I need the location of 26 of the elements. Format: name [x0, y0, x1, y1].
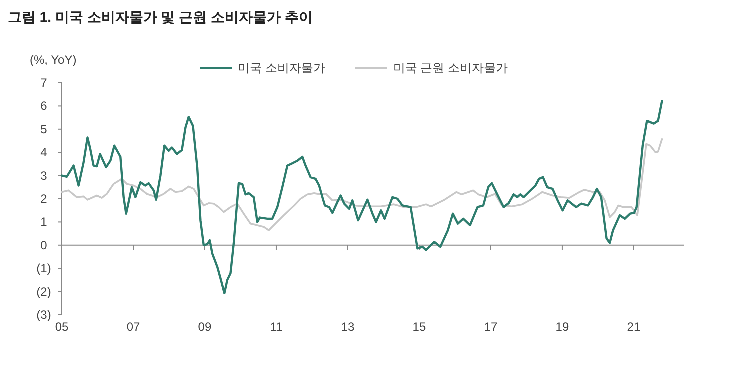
y-tick-label: 5 [40, 122, 48, 136]
chart-title: 그림 1. 미국 소비자물가 및 근원 소비자물가 추이 [8, 9, 313, 25]
x-tick-label: 13 [341, 320, 355, 334]
y-axis-title: (%, YoY) [30, 53, 77, 67]
y-tick-label: (3) [36, 308, 52, 322]
x-tick-label: 19 [556, 320, 570, 334]
y-tick-label: 6 [40, 99, 48, 114]
x-tick-label: 11 [270, 320, 284, 334]
y-tick-label: 4 [40, 146, 48, 160]
x-tick-label: 15 [412, 320, 426, 334]
x-tick-label: 07 [126, 320, 140, 334]
y-tick-label: 1 [40, 215, 48, 230]
y-tick-label: (1) [36, 262, 52, 276]
legend-label: 미국 소비자물가 [238, 61, 326, 75]
line-series [60, 100, 664, 295]
x-tick-label: 17 [484, 320, 498, 334]
y-tick-label: 2 [40, 192, 48, 206]
y-tick-label: 0 [40, 238, 48, 252]
x-tick-label: 09 [198, 320, 212, 334]
y-tick-label: (2) [36, 284, 52, 299]
x-tick-label: 21 [627, 320, 641, 334]
y-tick-label: 7 [40, 76, 48, 90]
legend-label: 미국 근원 소비자물가 [393, 61, 508, 75]
y-tick-label: 3 [40, 168, 48, 183]
line-series [61, 138, 664, 232]
x-tick-label: 05 [55, 320, 69, 334]
